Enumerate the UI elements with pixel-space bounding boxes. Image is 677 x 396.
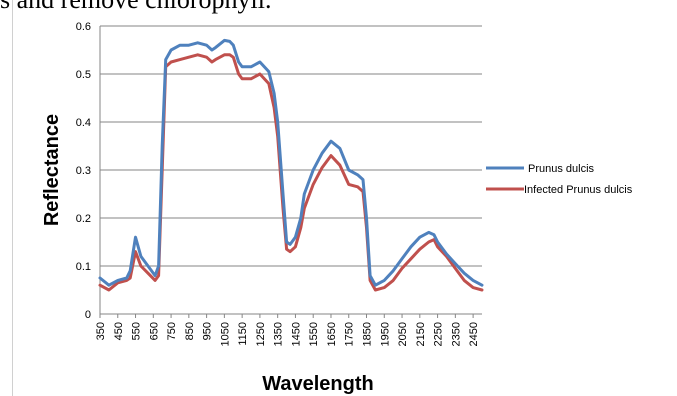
x-tick-label-350: 350 xyxy=(95,322,107,340)
y-tick-label-0.5: 0.5 xyxy=(76,69,91,81)
x-tick-label-1750: 1750 xyxy=(344,322,356,346)
series-line-infected-prunus-dulcis xyxy=(98,53,484,292)
x-tick-label-2250: 2250 xyxy=(433,322,445,346)
y-tick-label-0.6: 0.6 xyxy=(76,21,91,33)
y-tick-label-0.1: 0.1 xyxy=(76,261,91,273)
x-tick-label-950: 950 xyxy=(202,322,214,340)
y-tick-label-0.4: 0.4 xyxy=(76,117,91,129)
x-tick-label-2350: 2350 xyxy=(450,322,462,346)
series-layer xyxy=(98,38,484,292)
y-tick-label-0.3: 0.3 xyxy=(76,165,91,177)
grid-layer xyxy=(100,25,482,267)
x-tick-label-1850: 1850 xyxy=(362,322,374,346)
x-tick-label-650: 650 xyxy=(148,322,160,340)
y-tick-label-0: 0 xyxy=(85,309,91,321)
axis-layer: 0 0.1 0.2 0.3 0.4 0.5 0.6 350 450 550 650 750 850 950… xyxy=(76,21,482,346)
legend-label-infected-prunus-dulcis: Infected Prunus dulcis xyxy=(524,184,633,196)
x-tick-label-1150: 1150 xyxy=(237,322,249,346)
x-tick-label-450: 450 xyxy=(113,322,125,340)
legend-label-prunus-dulcis: Prunus dulcis xyxy=(528,163,595,175)
x-tick-label-1350: 1350 xyxy=(273,322,285,346)
chart-frame xyxy=(12,0,674,396)
x-tick-label-1650: 1650 xyxy=(326,322,338,346)
x-tick-label-1550: 1550 xyxy=(308,322,320,346)
caption-text: s and remove chlorophyll. xyxy=(0,0,677,15)
x-tick-label-2150: 2150 xyxy=(415,322,427,346)
x-tick-label-1050: 1050 xyxy=(219,322,231,346)
x-tick-label-1950: 1950 xyxy=(379,322,391,346)
x-tick-label-2050: 2050 xyxy=(397,322,409,346)
x-tick-label-2450: 2450 xyxy=(468,322,480,346)
x-tick-label-750: 750 xyxy=(166,322,178,340)
legend: Prunus dulcis Infected Prunus dulcis xyxy=(486,163,633,196)
series-line-prunus-dulcis xyxy=(98,38,484,287)
x-tick-label-850: 850 xyxy=(184,322,196,340)
x-tick-label-550: 550 xyxy=(131,322,143,340)
y-axis-title: Reflectance xyxy=(41,114,63,226)
x-axis-title: Wavelength xyxy=(262,373,374,395)
x-tick-label-1250: 1250 xyxy=(255,322,267,346)
y-tick-label-0.2: 0.2 xyxy=(76,213,91,225)
x-tick-label-1450: 1450 xyxy=(290,322,302,346)
